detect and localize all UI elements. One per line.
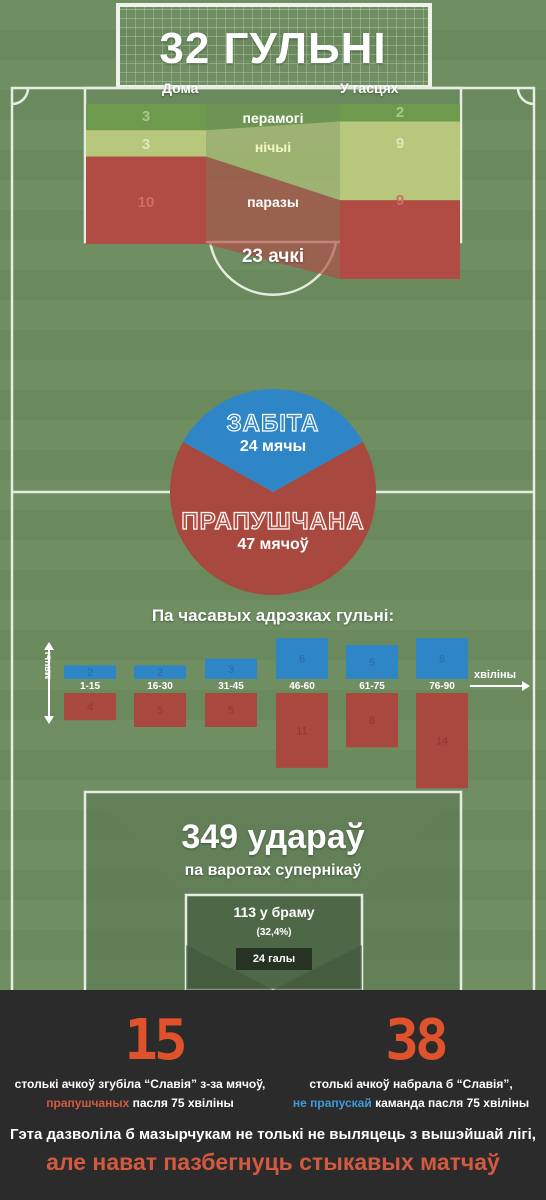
x-axis-label: хвіліны (474, 669, 517, 681)
bar-conceded-61-75 (346, 693, 398, 748)
home-bar-1 (86, 130, 206, 157)
y-axis-arrow-up (44, 642, 54, 650)
bar-scored-76-90 (416, 638, 468, 679)
losses-label: паразы (247, 194, 299, 210)
goals-pie (169, 389, 377, 596)
away-draws-count: 9 (395, 135, 405, 152)
corner-arc-right (516, 87, 535, 106)
bar-scored-value-16-30: 2 (157, 667, 163, 679)
penalty-box-bottom (83, 790, 463, 990)
bar-scored-61-75 (346, 645, 398, 679)
bar-scored-value-1-15: 2 (87, 667, 93, 679)
bar-scored-value-61-75: 5 (369, 657, 375, 669)
points-gain-line-2: не прапускай каманда пасля 75 хвіліны (280, 1094, 542, 1113)
pie-slice-scored (183, 389, 363, 492)
bar-scored-31-45 (205, 658, 257, 679)
ontarget-funnel (186, 945, 362, 990)
bar-scored-value-31-45: 3 (228, 664, 234, 676)
home-bar-2 (86, 156, 206, 244)
bar-conceded-value-61-75: 8 (369, 715, 375, 727)
football-pitch: 2 4 2 5 3 5 6 11 5 8 6 14 (0, 0, 546, 990)
bar-scored-16-30 (134, 665, 186, 679)
bar-scored-46-60 (276, 638, 328, 679)
shots-total: 349 удараў (181, 818, 365, 856)
period-label-31-45: 31-45 (218, 681, 244, 692)
away-bar-2 (340, 200, 460, 279)
away-label: У гасцях (340, 80, 399, 96)
shots-on-target: 113 у браму (233, 904, 315, 920)
bar-conceded-16-30 (134, 693, 186, 727)
period-label-76-90: 76-90 (429, 681, 455, 692)
bar-conceded-1-15 (64, 693, 116, 721)
period-bar-chart: 2 4 2 5 3 5 6 11 5 8 6 14 (64, 638, 468, 789)
y-axis-arrow-down (44, 716, 54, 724)
conceded-highlight: прапушчаных (46, 1096, 130, 1110)
home-draws-count: 3 (141, 136, 151, 153)
period-label-46-60: 46-60 (289, 681, 315, 692)
points-total: 23 ачкі (241, 246, 305, 267)
away-losses-count: 9 (395, 192, 405, 209)
bar-conceded-31-45 (205, 693, 257, 727)
period-label-1-15: 1-15 (79, 681, 100, 692)
after-75-text: пасля 75 хвіліны (129, 1096, 234, 1110)
goals-scored-tag: 24 галы (236, 948, 312, 970)
home-wins-count: 3 (141, 108, 151, 125)
home-losses-count: 10 (137, 194, 155, 211)
away-wins-count: 2 (395, 104, 405, 121)
wins-label: перамогі (242, 110, 304, 126)
results-table (86, 104, 460, 279)
points-lost-line-1: столькі ачкоў згубіла “Славія” з-за мячо… (14, 1077, 266, 1091)
period-label-61-75: 61-75 (359, 681, 385, 692)
connector-2 (206, 156, 340, 279)
bar-conceded-value-16-30: 5 (157, 705, 163, 717)
home-bar-0 (86, 104, 206, 131)
conclusion-line-2: але нават пазбегнуць стыкавых матчаў (46, 1149, 500, 1175)
conclusion-line-1: Гэта дазволіла б мазырчукам не толькі не… (10, 1126, 536, 1143)
period-chart-title: Па часавых адрэзках гульні: (151, 606, 395, 625)
draws-label: нічыі (254, 139, 292, 155)
home-label: Дома (162, 80, 199, 96)
bar-conceded-value-31-45: 5 (228, 705, 234, 717)
corner-arc-left (11, 87, 30, 106)
scored-count: 24 мячы (239, 438, 307, 455)
connector-1 (206, 121, 340, 201)
shots-funnel (85, 792, 461, 990)
shots-on-target-pct: (32,4%) (256, 927, 292, 938)
points-lost-text: столькі ачкоў згубіла “Славія” з-за мячо… (8, 1075, 272, 1113)
bar-conceded-value-46-60: 11 (296, 725, 307, 737)
away-bar-1 (340, 121, 460, 201)
goal-net (118, 5, 430, 87)
summary-panel (0, 990, 546, 1200)
bar-conceded-value-76-90: 14 (436, 736, 448, 748)
points-gain-number: 38 (385, 1008, 448, 1073)
points-lost-number: 15 (124, 1008, 187, 1073)
points-gain-line-1: столькі ачкоў набрала б “Славія”, (309, 1077, 513, 1091)
bar-scored-value-46-60: 6 (299, 654, 305, 666)
bar-conceded-76-90 (416, 693, 468, 789)
points-lost-line-2: прапушчаных пасля 75 хвіліны (8, 1094, 272, 1113)
shots-subtitle: па варотах супернікаў (184, 862, 362, 879)
pie-slice-conceded (169, 441, 377, 596)
x-axis-arrow (522, 681, 530, 691)
y-axis-label: мячы (42, 651, 54, 680)
points-gain-text: столькі ачкоў набрала б “Славія”, не пра… (280, 1075, 542, 1113)
bar-scored-1-15 (64, 665, 116, 679)
bar-conceded-value-1-15: 4 (87, 702, 93, 714)
page-title: 32 ГУЛЬНІ (159, 24, 387, 73)
no-concede-highlight: не прапускай (292, 1096, 372, 1110)
conceded-count: 47 мячоў (237, 536, 309, 553)
period-label-16-30: 16-30 (147, 681, 173, 692)
away-bar-0 (340, 104, 460, 122)
conceded-label: ПРАПУШЧАНА (181, 507, 365, 535)
bar-conceded-46-60 (276, 693, 328, 768)
team-after-75-text: каманда пасля 75 хвіліны (371, 1096, 530, 1110)
bar-scored-value-76-90: 6 (439, 654, 445, 666)
scored-label: ЗАБІТА (226, 409, 320, 437)
